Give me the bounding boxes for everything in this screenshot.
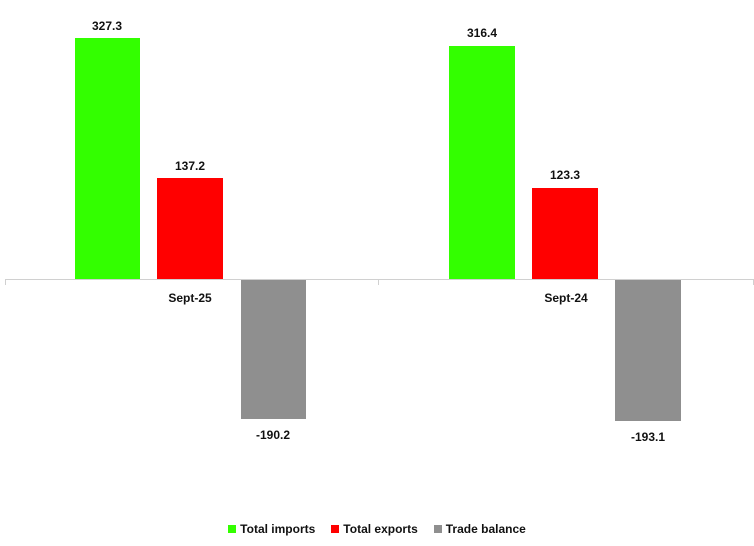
category-label: Sept-24 <box>544 291 588 305</box>
legend-item-imports: Total imports <box>228 522 315 536</box>
legend-swatch-gray <box>433 525 442 533</box>
legend-item-exports: Total exports <box>331 522 418 536</box>
data-label: 316.4 <box>466 26 498 40</box>
data-label: -193.1 <box>630 430 666 444</box>
bar-exports-sept24 <box>532 188 598 279</box>
legend-swatch-green <box>228 525 237 533</box>
axis-tick <box>378 279 379 285</box>
data-label: -190.2 <box>255 428 291 442</box>
legend-label: Total imports <box>240 522 316 536</box>
bar-balance-sept24 <box>615 280 681 421</box>
data-label: 137.2 <box>174 159 206 173</box>
bar-exports-sept25 <box>157 178 223 279</box>
category-label: Sept-25 <box>168 291 212 305</box>
legend-label: Total exports <box>343 522 418 536</box>
bar-balance-sept25 <box>241 280 306 419</box>
data-label: 327.3 <box>91 19 123 33</box>
axis-tick <box>5 279 6 285</box>
bar-imports-sept24 <box>449 46 515 279</box>
legend-swatch-red <box>331 525 340 533</box>
legend: Total imports Total exports Trade balanc… <box>0 522 754 536</box>
legend-label: Trade balance <box>445 522 526 536</box>
bar-imports-sept25 <box>75 38 140 279</box>
legend-item-balance: Trade balance <box>433 522 526 536</box>
data-label: 123.3 <box>549 168 581 182</box>
x-axis-line <box>5 279 754 280</box>
